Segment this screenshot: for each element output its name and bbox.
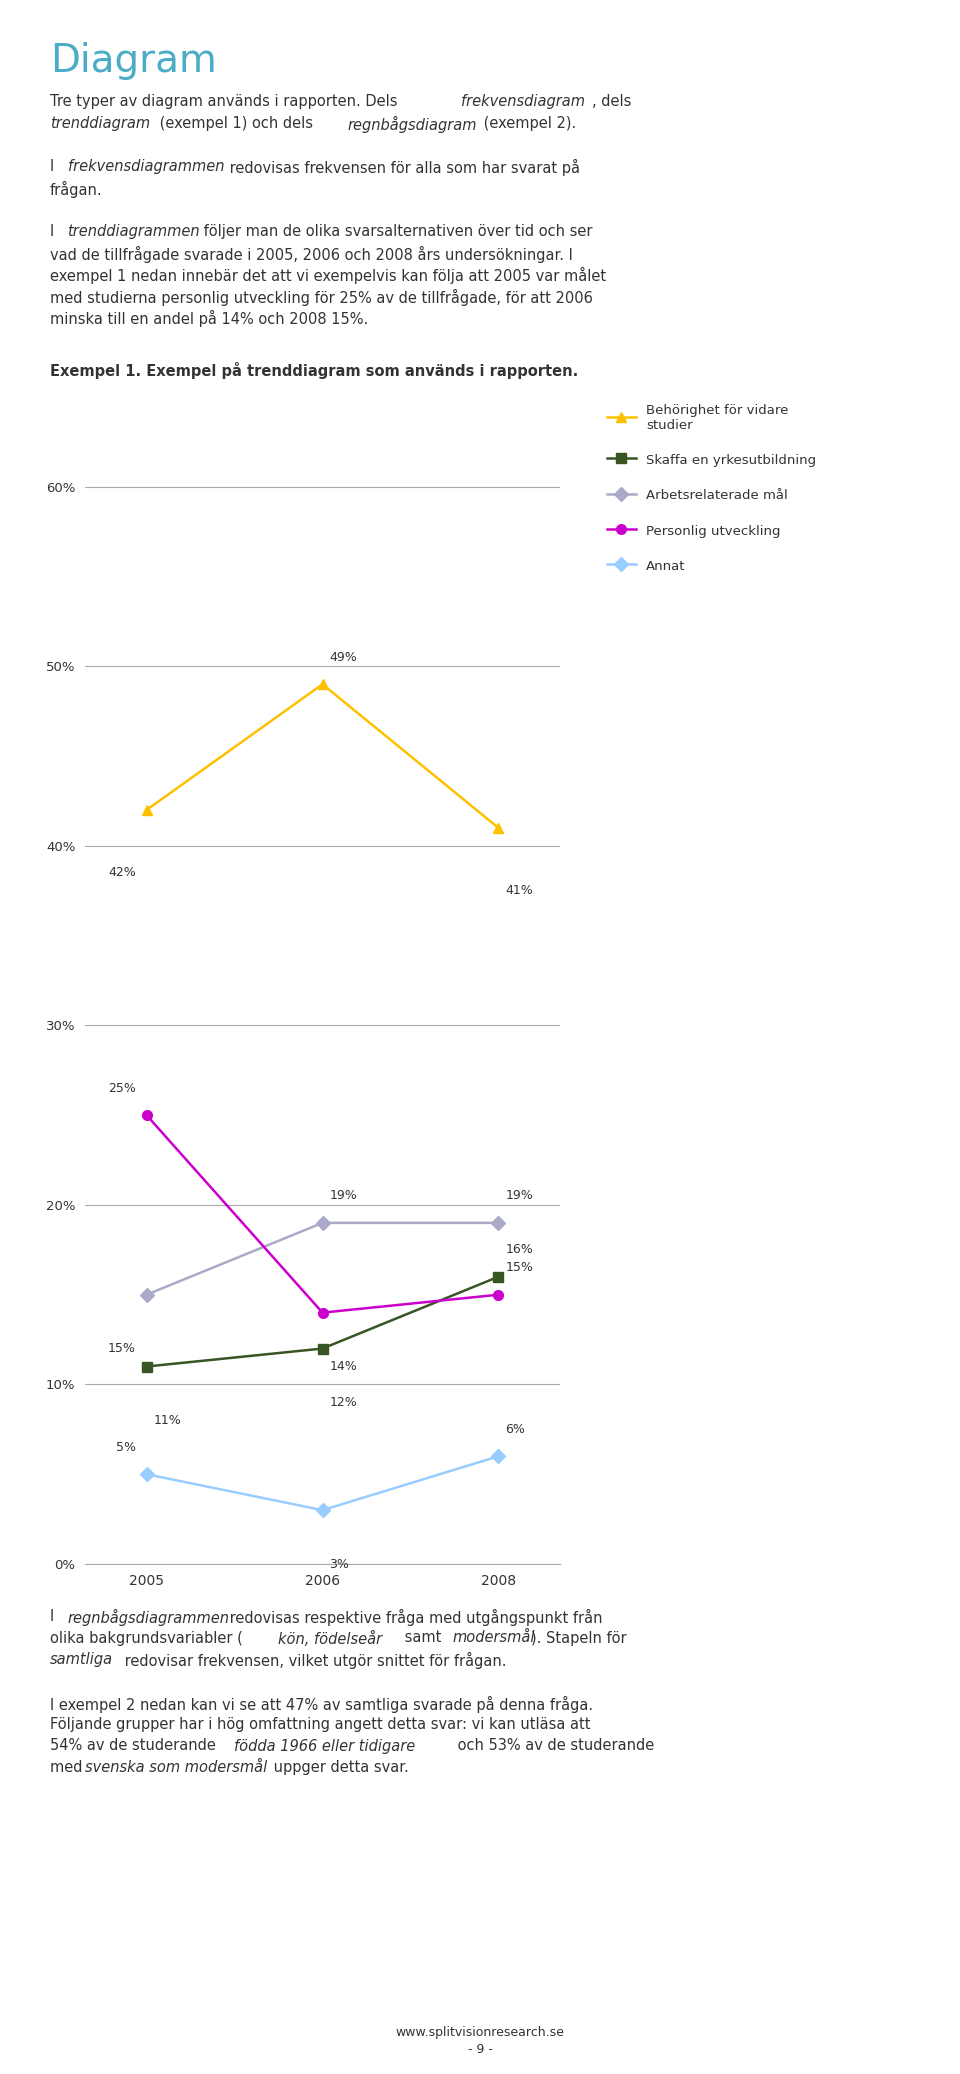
Text: redovisar frekvensen, vilket utgör snittet för frågan.: redovisar frekvensen, vilket utgör snitt… bbox=[120, 1653, 507, 1670]
Text: 3%: 3% bbox=[329, 1558, 349, 1570]
Text: följer man de olika svarsalternativen över tid och ser: följer man de olika svarsalternativen öv… bbox=[199, 224, 592, 239]
Text: exempel 1 nedan innebär det att vi exempelvis kan följa att 2005 var målet: exempel 1 nedan innebär det att vi exemp… bbox=[50, 268, 606, 284]
Text: I: I bbox=[50, 160, 59, 174]
Text: 42%: 42% bbox=[108, 867, 136, 879]
Text: och 53% av de studerande: och 53% av de studerande bbox=[452, 1738, 654, 1753]
Text: olika bakgrundsvariabler (: olika bakgrundsvariabler ( bbox=[50, 1630, 243, 1645]
Text: med: med bbox=[50, 1761, 87, 1775]
Text: ). Stapeln för: ). Stapeln för bbox=[531, 1630, 627, 1645]
Text: 54% av de studerande: 54% av de studerande bbox=[50, 1738, 221, 1753]
Text: redovisas frekvensen för alla som har svarat på: redovisas frekvensen för alla som har sv… bbox=[225, 160, 580, 176]
Text: Följande grupper har i hög omfattning angett detta svar: vi kan utläsa att: Följande grupper har i hög omfattning an… bbox=[50, 1717, 590, 1732]
Text: kön, födelseår: kön, födelseår bbox=[277, 1630, 382, 1647]
Legend: Behörighet för vidare
studier, Skaffa en yrkesutbildning, Arbetsrelaterade mål, : Behörighet för vidare studier, Skaffa en… bbox=[607, 404, 816, 572]
Text: samt: samt bbox=[400, 1630, 446, 1645]
Text: 16%: 16% bbox=[506, 1242, 533, 1257]
Text: frekvensdiagram: frekvensdiagram bbox=[461, 93, 586, 110]
Text: Exempel 1. Exempel på trenddiagram som används i rapporten.: Exempel 1. Exempel på trenddiagram som a… bbox=[50, 363, 578, 380]
Text: trenddiagrammen: trenddiagrammen bbox=[67, 224, 200, 239]
Text: 25%: 25% bbox=[108, 1083, 136, 1095]
Text: (exempel 2).: (exempel 2). bbox=[479, 116, 576, 131]
Text: 14%: 14% bbox=[329, 1361, 357, 1373]
Text: www.splitvisionresearch.se: www.splitvisionresearch.se bbox=[396, 2026, 564, 2039]
Text: - 9 -: - 9 - bbox=[468, 2043, 492, 2055]
Text: 49%: 49% bbox=[329, 651, 357, 664]
Text: 41%: 41% bbox=[506, 884, 533, 898]
Text: 5%: 5% bbox=[116, 1441, 136, 1454]
Text: 6%: 6% bbox=[506, 1423, 525, 1435]
Text: födda 1966 eller tidigare: födda 1966 eller tidigare bbox=[233, 1738, 415, 1753]
Text: minska till en andel på 14% och 2008 15%.: minska till en andel på 14% och 2008 15%… bbox=[50, 309, 369, 328]
Text: (exempel 1) och dels: (exempel 1) och dels bbox=[155, 116, 318, 131]
Text: 12%: 12% bbox=[329, 1396, 357, 1408]
Text: 15%: 15% bbox=[506, 1261, 534, 1273]
Text: I exempel 2 nedan kan vi se att 47% av samtliga svarade på denna fråga.: I exempel 2 nedan kan vi se att 47% av s… bbox=[50, 1697, 593, 1713]
Text: modersmål: modersmål bbox=[452, 1630, 535, 1645]
Text: uppger detta svar.: uppger detta svar. bbox=[269, 1761, 409, 1775]
Text: Diagram: Diagram bbox=[50, 41, 217, 81]
Text: 11%: 11% bbox=[154, 1414, 181, 1427]
Text: regnbågsdiagram: regnbågsdiagram bbox=[348, 116, 477, 133]
Text: 19%: 19% bbox=[329, 1190, 357, 1203]
Text: 15%: 15% bbox=[108, 1342, 136, 1354]
Text: vad de tillfrågade svarade i 2005, 2006 och 2008 års undersökningar. I: vad de tillfrågade svarade i 2005, 2006 … bbox=[50, 245, 573, 263]
Text: regnbågsdiagrammen: regnbågsdiagrammen bbox=[67, 1609, 229, 1626]
Text: trenddiagram: trenddiagram bbox=[50, 116, 150, 131]
Text: Tre typer av diagram används i rapporten. Dels: Tre typer av diagram används i rapporten… bbox=[50, 93, 402, 110]
Text: I: I bbox=[50, 1609, 59, 1624]
Text: samtliga: samtliga bbox=[50, 1653, 113, 1667]
Text: , dels: , dels bbox=[592, 93, 632, 110]
Text: redovisas respektive fråga med utgångspunkt från: redovisas respektive fråga med utgångspu… bbox=[225, 1609, 603, 1626]
Text: 19%: 19% bbox=[506, 1190, 533, 1203]
Text: svenska som modersmål: svenska som modersmål bbox=[85, 1761, 267, 1775]
Text: frågan.: frågan. bbox=[50, 180, 103, 197]
Text: I: I bbox=[50, 224, 59, 239]
Text: frekvensdiagrammen: frekvensdiagrammen bbox=[67, 160, 224, 174]
Text: med studierna personlig utveckling för 25% av de tillfrågade, för att 2006: med studierna personlig utveckling för 2… bbox=[50, 288, 593, 305]
